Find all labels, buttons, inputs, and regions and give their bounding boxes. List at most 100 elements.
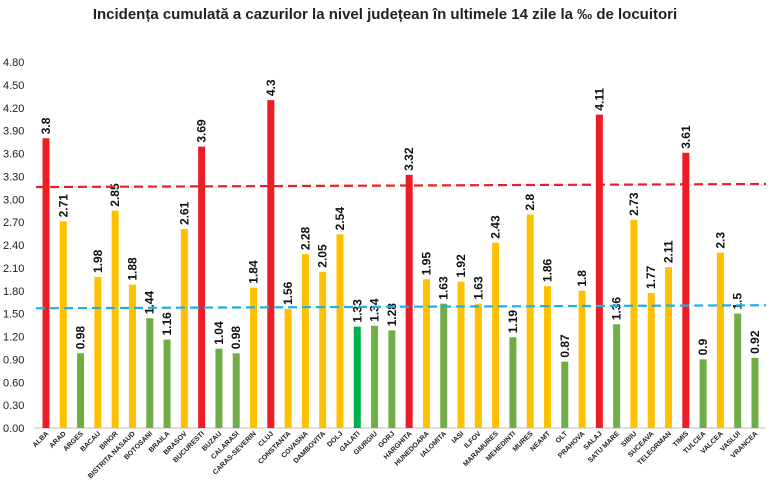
bar xyxy=(630,219,638,428)
data-label: 1.92 xyxy=(454,254,468,278)
bar xyxy=(232,353,240,428)
bar xyxy=(492,242,500,428)
bar xyxy=(613,324,621,428)
data-label: 3.69 xyxy=(195,119,209,143)
bar xyxy=(682,152,690,429)
data-label: 4.3 xyxy=(264,79,278,96)
data-label: 2.05 xyxy=(316,244,330,268)
data-label: 1.36 xyxy=(610,297,624,321)
bar xyxy=(59,221,67,428)
bar xyxy=(250,287,258,428)
bar xyxy=(526,214,534,428)
bar xyxy=(474,303,482,428)
bar xyxy=(388,330,396,428)
threshold-line xyxy=(35,304,767,310)
data-label: 1.34 xyxy=(368,298,382,322)
data-label: 3.32 xyxy=(402,147,416,171)
data-label: 2.43 xyxy=(489,215,503,239)
data-label: 0.92 xyxy=(748,330,762,354)
data-label: 1.5 xyxy=(731,293,745,310)
data-label: 0.98 xyxy=(74,326,88,350)
data-label: 1.8 xyxy=(575,270,589,287)
y-tick-label: 2.70 xyxy=(3,217,24,229)
y-tick-label: 3.60 xyxy=(3,149,24,161)
data-label: 1.86 xyxy=(540,258,554,282)
y-tick-label: 2.10 xyxy=(3,263,24,275)
y-tick-label: 0.60 xyxy=(3,377,24,389)
data-label: 3.61 xyxy=(679,125,693,149)
chart-title: Incidența cumulată a cazurilor la nivel … xyxy=(92,6,678,23)
bar xyxy=(198,146,206,428)
bar xyxy=(665,267,673,428)
y-tick-label: 2.40 xyxy=(3,240,24,252)
data-label: 1.63 xyxy=(437,276,451,300)
data-label: 1.28 xyxy=(385,303,399,327)
bar xyxy=(353,326,361,428)
bar xyxy=(716,252,724,428)
bar xyxy=(543,286,551,428)
data-label: 2.73 xyxy=(627,192,641,216)
data-label: 1.56 xyxy=(281,281,295,305)
bar xyxy=(284,309,292,428)
bar xyxy=(457,281,465,428)
bar xyxy=(751,357,759,428)
bar xyxy=(440,303,448,428)
bar xyxy=(319,271,327,428)
data-label: 0.87 xyxy=(558,334,572,358)
data-label: 2.85 xyxy=(108,183,122,207)
bar xyxy=(595,114,603,429)
data-label: 1.33 xyxy=(350,299,364,323)
category-label: ALBA xyxy=(32,430,51,449)
bar xyxy=(163,339,171,428)
data-label: 3.8 xyxy=(39,117,53,134)
data-label: 2.61 xyxy=(177,201,191,225)
data-label: 2.11 xyxy=(662,240,676,263)
bar xyxy=(267,100,275,428)
data-label: 2.3 xyxy=(713,232,727,249)
y-tick-label: 1.80 xyxy=(3,286,24,298)
data-label: 2.8 xyxy=(523,193,537,210)
bar xyxy=(422,279,430,428)
bar xyxy=(215,348,223,428)
data-label: 1.16 xyxy=(160,312,174,336)
data-label: 0.9 xyxy=(696,338,710,355)
category-label: IASI xyxy=(451,430,466,445)
y-tick-label: 0.00 xyxy=(3,423,24,435)
threshold-line xyxy=(35,182,767,189)
bar xyxy=(371,325,379,428)
bar xyxy=(146,318,154,428)
data-label: 2.28 xyxy=(298,226,312,250)
bar xyxy=(561,361,569,428)
y-tick-label: 4.80 xyxy=(3,57,24,69)
bar xyxy=(647,293,655,428)
bar xyxy=(336,234,344,428)
bar xyxy=(111,210,119,428)
data-label: 1.84 xyxy=(247,260,261,284)
category-label: SATU MARE xyxy=(587,430,621,464)
data-label: 1.19 xyxy=(506,310,520,334)
category-label: OLT xyxy=(555,430,570,445)
y-tick-label: 3.30 xyxy=(3,171,24,183)
category-label: NEAMT xyxy=(529,430,552,453)
bar xyxy=(734,313,742,428)
y-tick-label: 4.20 xyxy=(3,103,24,115)
data-label: 1.95 xyxy=(419,252,433,276)
data-label: 1.98 xyxy=(91,249,105,273)
data-label: 2.71 xyxy=(56,194,70,218)
bar xyxy=(405,174,413,428)
category-label: DAMBOVITA xyxy=(293,430,328,465)
y-tick-label: 0.90 xyxy=(3,354,24,366)
y-tick-label: 3.90 xyxy=(3,126,24,138)
bar xyxy=(180,228,188,428)
y-tick-label: 1.50 xyxy=(3,309,24,321)
data-label: 4.11 xyxy=(592,88,606,111)
bar xyxy=(94,277,102,428)
data-label: 0.98 xyxy=(229,326,243,350)
data-label: 1.63 xyxy=(471,276,485,300)
data-label: 1.04 xyxy=(212,321,226,345)
y-tick-label: 1.20 xyxy=(3,332,24,344)
bar xyxy=(578,290,586,428)
y-tick-label: 0.30 xyxy=(3,400,24,412)
